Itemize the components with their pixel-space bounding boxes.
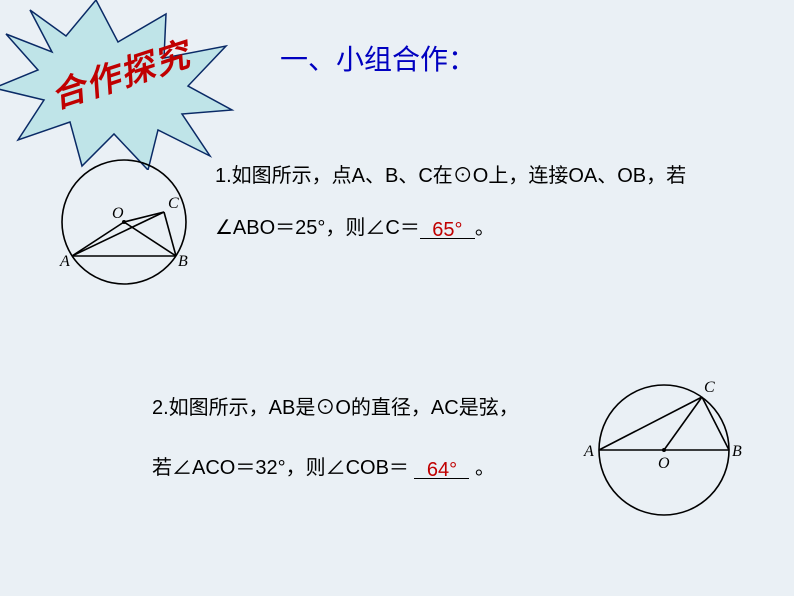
problem-1: 1.如图所示，点A、B、C在⊙O上，连接OA、OB，若 ∠ABO＝25°，则∠C… [215,150,775,254]
label-O-1: O [112,205,124,222]
problem-1-line-2: ∠ABO＝25°，则∠C＝ 65° 。 [215,202,775,254]
section-title: 一、小组合作： [280,38,476,78]
problem-2-pre: 若∠ACO＝32°，则∠COB＝ [152,457,414,479]
label-A-2: A [583,443,594,460]
label-C-2: C [704,379,715,396]
starburst-badge: 合作探究 [0,0,240,170]
problem-1-line-1: 1.如图所示，点A、B、C在⊙O上，连接OA、OB，若 [215,150,775,202]
problem-2-blank: 64° [414,458,469,479]
problem-1-answer: 65° [432,219,462,241]
label-A-1: A [59,253,70,270]
label-O-2: O [658,455,670,472]
problem-1-post: 。 [475,217,495,239]
diagram-problem-1: O A B C [42,152,202,312]
problem-2-post: 。 [469,457,495,479]
problem-2-answer: 64° [427,459,457,481]
problem-2-line-2: 若∠ACO＝32°，则∠COB＝ 64° 。 [152,438,592,498]
diagram-problem-2: O A B C [574,362,754,532]
label-B-1: B [178,253,188,270]
problem-1-blank: 65° [420,218,475,239]
problem-2: 2.如图所示，AB是⊙O的直径，AC是弦， 若∠ACO＝32°，则∠COB＝ 6… [152,378,592,498]
problem-2-line-1: 2.如图所示，AB是⊙O的直径，AC是弦， [152,378,592,438]
label-B-2: B [732,443,742,460]
problem-1-pre: ∠ABO＝25°，则∠C＝ [215,217,420,239]
label-C-1: C [168,195,179,212]
